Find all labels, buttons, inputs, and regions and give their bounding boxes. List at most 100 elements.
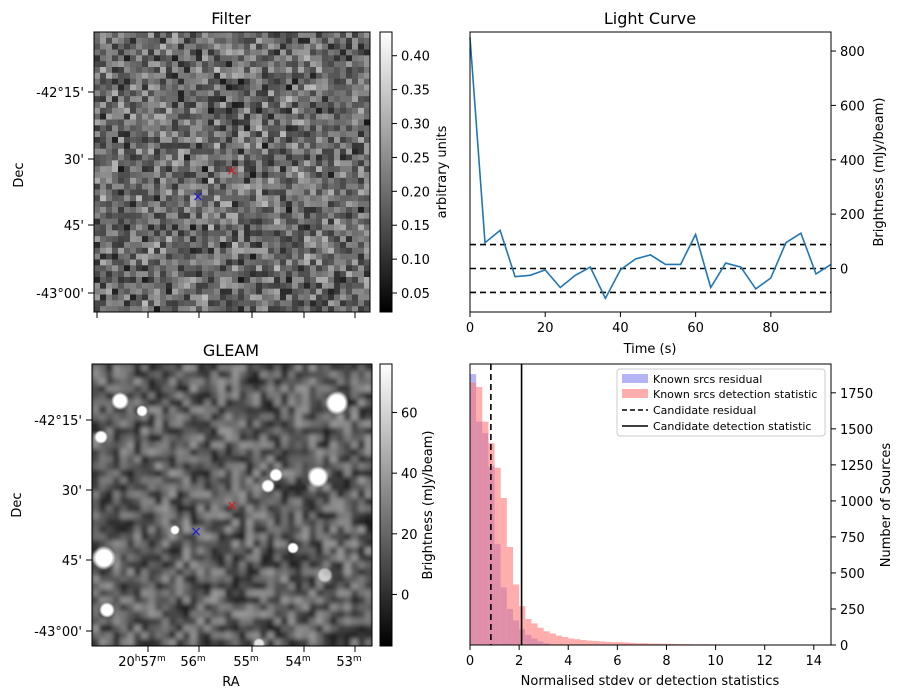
detection-bar [476,387,483,645]
y-tick-label: 500 [840,567,865,582]
x-tick-label: 8 [662,654,670,669]
x-tick-label: 6 [613,654,621,669]
dec-tick-label: -42°15' [36,86,84,101]
detection-bar [512,584,520,645]
dec-tick-label: -42°15' [34,414,82,429]
detection-bar [537,627,544,645]
x-tick-label: 14 [806,654,823,669]
colorbar-tick-label: 0.10 [401,253,430,268]
x-tick-label: 0 [466,654,474,669]
gleam-ra-axis: 20h57m 56m 55m 54m 53m RA [118,646,362,690]
x-tick-label: 80 [763,321,780,336]
x-tick-label: 12 [756,654,773,669]
ra-tick-label: 20h57m [118,654,166,670]
filter-frame [93,31,371,313]
gleam-bright-sources [92,391,349,646]
red-cross-marker: × [226,163,238,179]
legend-label: Candidate detection statistic [653,420,811,433]
y-tick-label: 0 [840,639,848,654]
colorbar-tick-label: 0.25 [401,151,430,166]
detection-bar [470,382,477,645]
y-tick-label: 600 [840,99,865,114]
detection-bar [592,640,599,645]
detection-bar [605,641,612,645]
gleam-image [92,364,372,646]
y-tick-label: 1250 [840,459,873,474]
lc-frame [469,31,832,313]
y-tick-label: 1000 [840,495,873,510]
colorbar-tick-label: 20 [401,528,418,543]
hist-legend: Known srcs residual Known srcs detection… [616,368,826,437]
colorbar-tick-label: 0.35 [401,84,430,99]
ra-tick-label: 54m [285,654,310,670]
ra-tick-label: 56m [180,654,205,670]
colorbar-tick-label: 0.15 [401,219,430,234]
detection-bar [598,641,606,645]
blue-cross-marker: × [192,189,204,205]
detection-bar [525,619,532,645]
lc-ylabel: Brightness (mJy/beam) [872,98,887,247]
dec-tick-label: 30' [62,484,82,499]
filter-ra-ticks [96,312,356,318]
detection-bar [654,643,661,645]
detection-bar [531,623,538,645]
x-tick-label: 60 [687,321,704,336]
legend-label: Candidate residual [653,404,756,417]
colorbar-tick-label: 0 [401,588,409,603]
detection-bar [666,643,673,645]
y-tick-label: 1500 [840,423,873,438]
blue-cross-marker: × [190,524,202,540]
gleam-xlabel: RA [222,675,240,690]
lc-xlabel: Time (s) [623,342,677,357]
detection-bar [543,631,550,645]
histogram-chart: 0 2 4 6 8 10 12 14 0 250 500 750 1000 1250 1500 1750 No… [466,363,894,689]
x-tick-label: 10 [707,654,724,669]
colorbar-tick-label: 0.20 [401,185,430,200]
legend-swatch-residual [622,374,648,383]
dec-tick-label: -43°00' [36,287,84,302]
x-tick-label: 2 [515,654,523,669]
detection-bar [568,638,575,645]
gleam-dec-axis: -42°15' 30' 45' -43°00' Dec [10,414,92,640]
y-tick-label: 200 [840,208,865,223]
y-tick-label: 0 [840,263,848,278]
detection-bar [580,639,587,645]
dec-tick-label: -43°00' [34,625,82,640]
legend-swatch-detection [622,389,648,398]
x-tick-label: 20 [537,321,554,336]
legend-box [616,368,826,437]
filter-colorbar: 0.05 0.10 0.15 0.20 0.25 0.30 0.35 0.40 arbitra… [379,31,450,313]
x-tick-label: 0 [466,321,474,336]
ra-tick-label: 53m [336,654,361,670]
detection-bar [611,642,618,645]
colorbar-tick-label: 60 [401,407,418,422]
detection-bar [635,643,642,645]
filter-colorbar-label: arbitrary units [435,125,450,218]
hist-xlabel: Normalised stdev or detection statistics [521,674,780,689]
detection-bar [672,643,679,645]
gleam-ylabel: Dec [10,492,25,517]
dec-tick-label: 45' [62,554,82,569]
filter-title: Filter [211,9,251,28]
gleam-colorbar-label: Brightness (mJy/beam) [421,431,436,580]
filter-image [94,32,371,313]
filter-ylabel: Dec [12,162,27,187]
detection-bar [494,467,501,645]
detection-bar [562,637,569,645]
filter-panel: Filter × × -42°15' 30' 45' -43°00' Dec [12,9,450,318]
dec-tick-label: 30' [64,153,84,168]
detection-bar [648,643,655,645]
gleam-panel: GLEAM [10,341,436,690]
red-cross-marker: × [226,498,238,514]
y-tick-label: 250 [840,603,865,618]
detection-bar [586,640,593,645]
hist-frame [469,363,832,646]
detection-bar [641,643,649,645]
y-tick-label: 400 [840,154,865,169]
hist-ylabel: Number of Sources [879,443,894,568]
legend-label: Known srcs detection statistic [653,388,817,401]
gleam-frame [91,363,373,647]
y-tick-label: 800 [840,45,865,60]
